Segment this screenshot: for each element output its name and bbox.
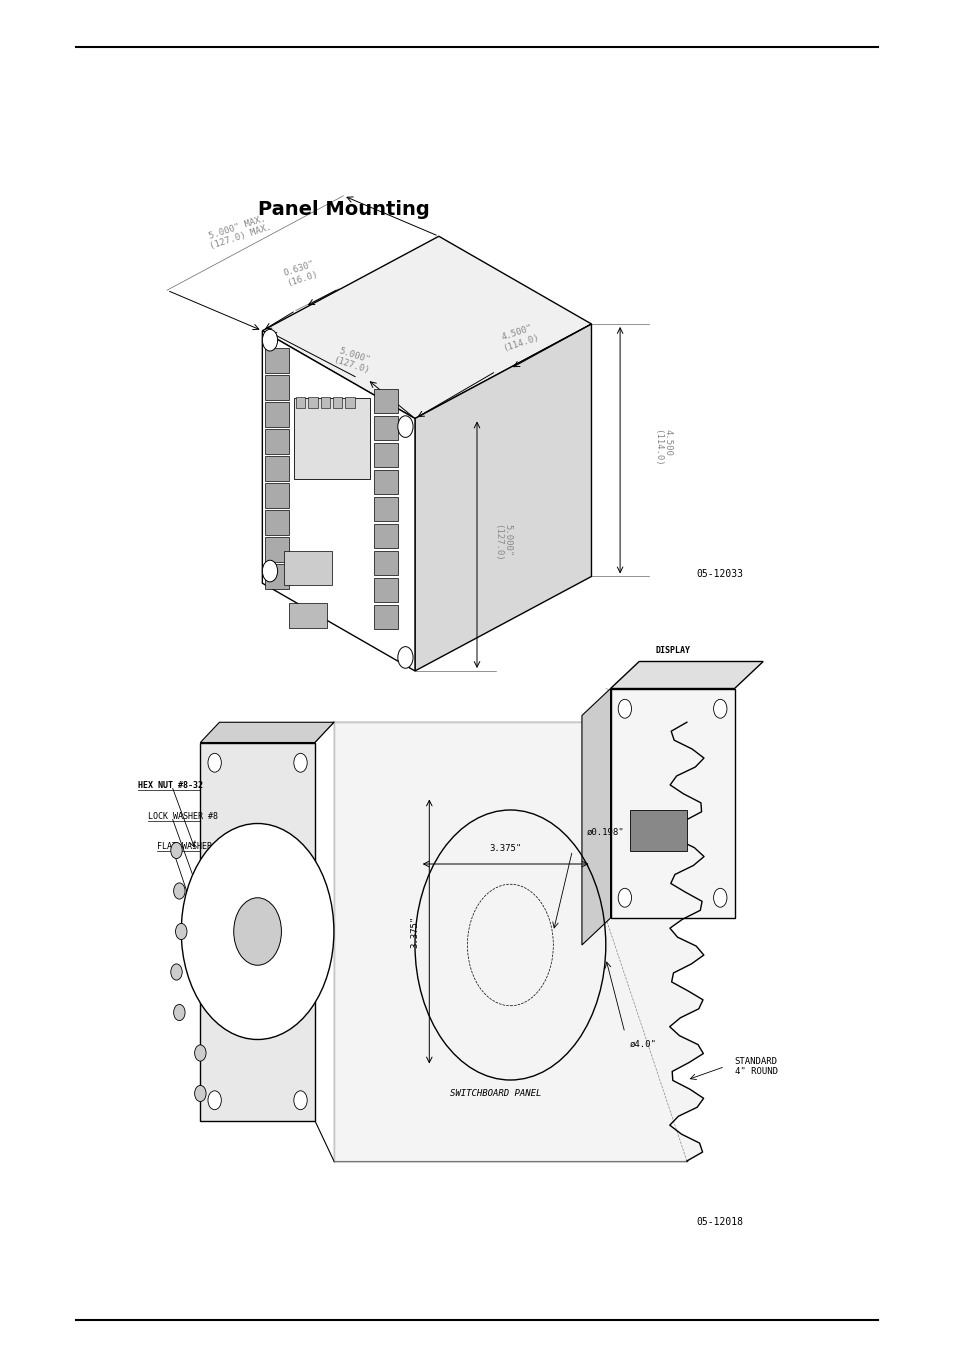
Circle shape (208, 753, 221, 772)
Bar (265, 483, 289, 508)
Bar (374, 551, 397, 575)
Text: Panel Mounting: Panel Mounting (257, 200, 429, 219)
Bar (374, 416, 397, 440)
Circle shape (618, 888, 631, 907)
Circle shape (397, 647, 413, 668)
Polygon shape (610, 688, 734, 918)
Polygon shape (415, 324, 591, 671)
Bar (265, 510, 289, 535)
Circle shape (173, 1004, 185, 1021)
Bar (374, 497, 397, 521)
Circle shape (181, 824, 334, 1040)
Text: 5.000"
(127.0): 5.000" (127.0) (493, 524, 512, 562)
Circle shape (262, 329, 277, 351)
Circle shape (713, 888, 726, 907)
Text: 3.375": 3.375" (411, 915, 419, 948)
Bar (374, 443, 397, 467)
Bar (374, 524, 397, 548)
Circle shape (194, 1085, 206, 1102)
Bar (265, 375, 289, 400)
Text: ø0.198": ø0.198" (586, 828, 623, 837)
Bar (284, 551, 332, 585)
Text: 4.500"
(114.0): 4.500" (114.0) (497, 323, 539, 352)
Circle shape (294, 753, 307, 772)
Polygon shape (262, 236, 591, 418)
Bar (374, 389, 397, 413)
Bar (289, 603, 327, 628)
Circle shape (173, 883, 185, 899)
Bar (265, 564, 289, 589)
Text: 05-12033: 05-12033 (696, 568, 742, 579)
Bar (374, 605, 397, 629)
Bar (265, 456, 289, 481)
Bar (320, 397, 330, 408)
Polygon shape (200, 743, 314, 1120)
Bar (629, 810, 686, 850)
Circle shape (171, 964, 182, 980)
Circle shape (208, 1091, 221, 1110)
Circle shape (618, 699, 631, 718)
Text: DISPLAY: DISPLAY (655, 645, 689, 655)
Text: HEX NUT #8-32: HEX NUT #8-32 (138, 782, 203, 790)
Text: 4.500
(114.0): 4.500 (114.0) (653, 429, 672, 467)
Text: SWITCHBOARD PANEL: SWITCHBOARD PANEL (450, 1089, 541, 1098)
Bar (294, 398, 370, 479)
Bar (345, 397, 355, 408)
Circle shape (262, 560, 277, 582)
Bar (265, 348, 289, 373)
Polygon shape (262, 331, 415, 671)
Bar (295, 397, 305, 408)
Circle shape (397, 416, 413, 437)
Polygon shape (581, 688, 610, 945)
Polygon shape (200, 722, 334, 742)
Bar (374, 578, 397, 602)
Polygon shape (334, 722, 703, 1161)
Text: STANDARD
4" ROUND: STANDARD 4" ROUND (734, 1057, 777, 1076)
Circle shape (713, 699, 726, 718)
Bar (333, 397, 342, 408)
Text: 05-12018: 05-12018 (696, 1216, 742, 1227)
Bar (374, 470, 397, 494)
Bar (265, 429, 289, 454)
Text: 0.630"
(16.0): 0.630" (16.0) (282, 259, 318, 289)
Bar (265, 402, 289, 427)
Bar (308, 397, 317, 408)
Polygon shape (610, 662, 762, 688)
Text: LOCK WASHER #8: LOCK WASHER #8 (148, 813, 217, 821)
Circle shape (171, 842, 182, 859)
Text: FLAT WASHER #8 (WIDE): FLAT WASHER #8 (WIDE) (157, 842, 262, 850)
Text: 5.000"
(127.0): 5.000" (127.0) (332, 346, 374, 375)
Circle shape (294, 1091, 307, 1110)
Circle shape (194, 1045, 206, 1061)
Text: 3.375": 3.375" (489, 844, 521, 853)
Text: ø4.0": ø4.0" (629, 1040, 656, 1049)
Circle shape (233, 898, 281, 965)
Circle shape (175, 923, 187, 940)
Bar (265, 537, 289, 562)
Text: 5.000" MAX.
(127.0) MAX.: 5.000" MAX. (127.0) MAX. (205, 213, 272, 251)
